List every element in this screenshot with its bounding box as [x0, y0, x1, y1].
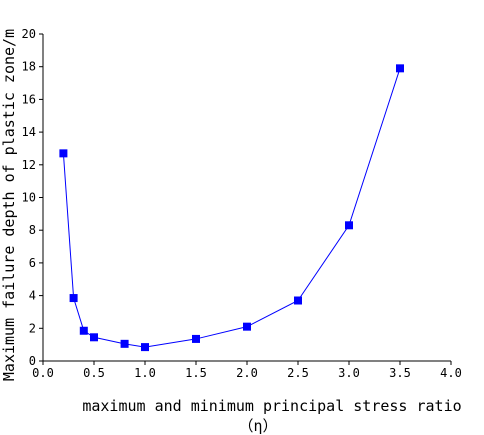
x-tick-label: 0.0 — [32, 366, 54, 380]
y-tick-label: 12 — [22, 158, 36, 172]
y-tick-label: 0 — [29, 354, 36, 368]
x-tick-label: 2.5 — [287, 366, 309, 380]
x-axis-title-line2: （η） — [238, 417, 277, 435]
series-line — [62, 68, 401, 348]
data-point-marker — [396, 64, 404, 73]
series — [59, 64, 404, 352]
y-tick-label: 14 — [22, 125, 36, 139]
x-tick-label: 0.5 — [83, 366, 105, 380]
axes — [42, 34, 451, 362]
data-point-marker — [243, 322, 251, 331]
y-tick-label: 2 — [29, 321, 36, 335]
x-tick-label: 1.5 — [185, 366, 207, 380]
data-point-marker — [79, 326, 88, 335]
y-tick-label: 16 — [22, 92, 36, 106]
x-tick-label: 3.0 — [338, 366, 360, 380]
x-tick-label: 3.5 — [389, 366, 411, 380]
y-tick-label: 10 — [22, 191, 36, 205]
y-tick-label: 20 — [22, 27, 36, 41]
y-tick-label: 8 — [29, 223, 36, 237]
data-point-marker — [192, 334, 200, 343]
x-tick-label: 4.0 — [440, 366, 462, 380]
x-tick-label: 2.0 — [236, 366, 258, 380]
y-tick-label: 18 — [22, 60, 36, 74]
x-tick-label: 1.0 — [134, 366, 156, 380]
data-point-marker — [120, 339, 129, 348]
y-tick-label: 4 — [29, 289, 36, 303]
ticks: 0.0 0.5 1.0 1.5 2.0 2.5 3.0 3.5 4.0 0 2 4 6 8 10 12 14 16… — [22, 27, 462, 380]
data-point-marker — [294, 296, 302, 305]
y-tick-label: 6 — [29, 256, 36, 270]
y-axis-title: Maximum failure depth of plastic zone/m — [0, 29, 18, 381]
data-point-marker — [90, 333, 98, 342]
data-point-marker — [141, 343, 149, 352]
data-point-marker — [345, 221, 353, 230]
data-point-marker — [69, 294, 78, 303]
data-point-marker — [59, 149, 68, 158]
x-axis-title: maximum and minimum principal stress rat… — [82, 397, 461, 415]
